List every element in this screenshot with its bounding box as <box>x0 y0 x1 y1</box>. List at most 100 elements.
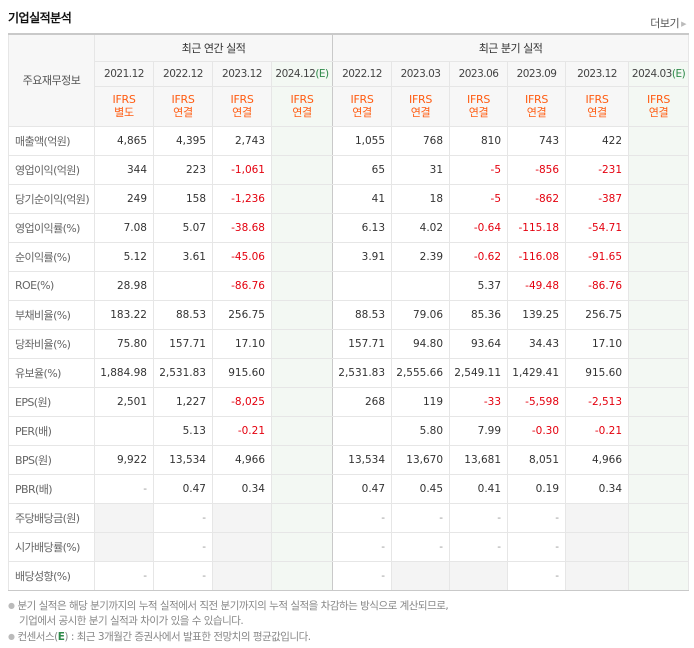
value-cell: 768 <box>391 125 451 156</box>
value-cell: -5,598 <box>507 386 567 417</box>
value-cell <box>94 502 154 533</box>
value-cell: 2,743 <box>212 125 272 156</box>
table-row: 주당배당금(원) - - - - - <box>8 502 690 533</box>
value-cell: -862 <box>507 183 567 214</box>
table-row: 당좌비율(%) 75.80 157.71 17.10 157.71 94.80 93.64 3… <box>8 328 690 359</box>
value-cell <box>565 560 630 591</box>
value-cell <box>94 415 154 446</box>
value-cell: 17.10 <box>212 328 272 359</box>
value-cell: -5 <box>449 154 509 185</box>
value-cell: - <box>94 473 154 504</box>
footnote-2: ● 컨센서스(E) : 최근 3개월간 증권사에서 발표한 전망치의 평균값입니다… <box>8 631 311 643</box>
value-cell <box>270 560 334 591</box>
table-row: ROE(%) 28.98 -86.76 5.37 -49.48 -86.76 <box>8 270 690 301</box>
value-cell <box>94 531 154 562</box>
value-cell: 5.37 <box>449 270 509 301</box>
row-label: BPS(원) <box>8 444 95 475</box>
value-cell <box>628 502 690 533</box>
more-label: 더보기 <box>650 17 680 30</box>
value-cell <box>270 444 334 475</box>
value-cell: 183.22 <box>94 299 154 330</box>
value-cell: 4,966 <box>565 444 630 475</box>
value-cell: 915.60 <box>212 357 272 388</box>
table-row: 매출액(억원) 4,865 4,395 2,743 1,055 768 810 743 422 <box>8 125 690 156</box>
value-cell: 9,922 <box>94 444 154 475</box>
value-cell: 13,670 <box>391 444 451 475</box>
value-cell <box>628 357 690 388</box>
value-cell: -0.21 <box>212 415 272 446</box>
value-cell: -5 <box>449 183 509 214</box>
value-cell: - <box>153 502 213 533</box>
value-cell: 17.10 <box>565 328 630 359</box>
ifrs-basis-header: IFRS 연결 <box>391 85 451 127</box>
value-cell: 5.12 <box>94 241 154 272</box>
value-cell: 65 <box>332 154 393 185</box>
value-cell: 3.61 <box>153 241 213 272</box>
value-cell: 4.02 <box>391 212 451 243</box>
value-cell <box>270 125 334 156</box>
value-cell <box>565 502 630 533</box>
value-cell: 0.41 <box>449 473 509 504</box>
value-cell: 2,531.83 <box>153 357 213 388</box>
row-label: 주당배당금(원) <box>8 502 95 533</box>
table-row: 부채비율(%) 183.22 88.53 256.75 88.53 79.06 85.36 1… <box>8 299 690 330</box>
row-label: 영업이익(억원) <box>8 154 95 185</box>
row-label: 매출액(억원) <box>8 125 95 156</box>
value-cell: -54.71 <box>565 212 630 243</box>
value-cell: -0.64 <box>449 212 509 243</box>
value-cell <box>449 560 509 591</box>
value-cell: 28.98 <box>94 270 154 301</box>
value-cell <box>628 473 690 504</box>
ifrs-basis-header: IFRS 연결 <box>565 85 630 127</box>
value-cell: 8,051 <box>507 444 567 475</box>
value-cell <box>628 560 690 591</box>
value-cell <box>270 154 334 185</box>
period-header: 2024.12(E) <box>270 60 334 87</box>
table-row: 당기순이익(억원) 249 158 -1,236 41 18 -5 -862 -387 <box>8 183 690 214</box>
value-cell: - <box>391 531 451 562</box>
value-cell: 157.71 <box>332 328 393 359</box>
ifrs-basis-header: IFRS 연결 <box>332 85 393 127</box>
value-cell: 915.60 <box>565 357 630 388</box>
value-cell: - <box>507 502 567 533</box>
value-cell: - <box>153 560 213 591</box>
value-cell: 18 <box>391 183 451 214</box>
table-row: 영업이익률(%) 7.08 5.07 -38.68 6.13 4.02 -0.64 -115.… <box>8 212 690 243</box>
more-link[interactable]: 더보기 ▶ <box>650 15 686 31</box>
value-cell: 4,865 <box>94 125 154 156</box>
row-label: 배당성향(%) <box>8 560 95 591</box>
row-label: 시가배당률(%) <box>8 531 95 562</box>
value-cell <box>391 270 451 301</box>
value-cell: -0.30 <box>507 415 567 446</box>
footnote-1: ● 분기 실적은 해당 분기까지의 누적 실적에서 직전 분기까지의 누적 실적을… <box>8 600 449 612</box>
row-label: 당좌비율(%) <box>8 328 95 359</box>
value-cell: 157.71 <box>153 328 213 359</box>
table-row: BPS(원) 9,922 13,534 4,966 13,534 13,670 13,681… <box>8 444 690 475</box>
value-cell <box>628 415 690 446</box>
quarterly-group-header: 최근 분기 실적 <box>332 33 690 62</box>
value-cell <box>628 183 690 214</box>
value-cell: -387 <box>565 183 630 214</box>
value-cell <box>212 560 272 591</box>
ifrs-basis-header: IFRS 별도 <box>94 85 154 127</box>
period-header-row: 2021.12 2022.12 2023.12 2024.12(E) 2022.12 20… <box>9 60 690 87</box>
period-header: 2022.12 <box>332 60 393 87</box>
value-cell: - <box>332 502 393 533</box>
value-cell <box>270 473 334 504</box>
table-row: 배당성향(%) - - - - <box>8 560 690 591</box>
value-cell: -0.21 <box>565 415 630 446</box>
value-cell: - <box>449 531 509 562</box>
value-cell: 31 <box>391 154 451 185</box>
value-cell: 5.80 <box>391 415 451 446</box>
value-cell: 223 <box>153 154 213 185</box>
row-label: ROE(%) <box>8 270 95 301</box>
value-cell: 88.53 <box>332 299 393 330</box>
value-cell <box>270 183 334 214</box>
value-cell <box>270 357 334 388</box>
value-cell: 0.34 <box>212 473 272 504</box>
value-cell <box>628 444 690 475</box>
value-cell: 2,501 <box>94 386 154 417</box>
value-cell: 1,055 <box>332 125 393 156</box>
value-cell: -45.06 <box>212 241 272 272</box>
value-cell: 2,531.83 <box>332 357 393 388</box>
